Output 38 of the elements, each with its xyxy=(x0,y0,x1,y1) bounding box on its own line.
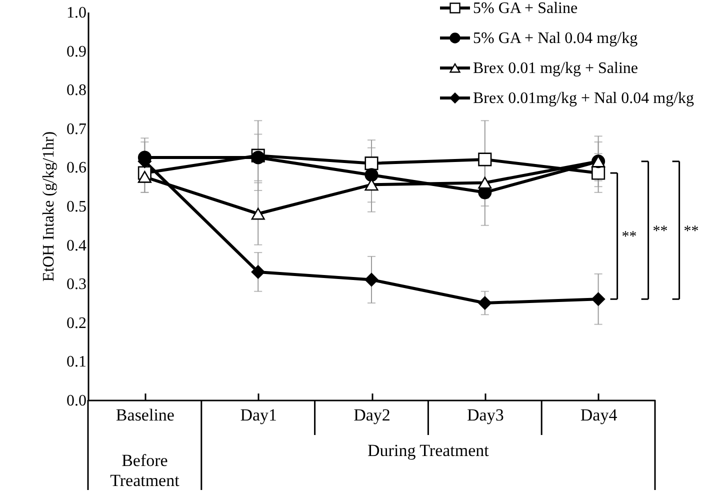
y-tick-label: 0.2 xyxy=(66,314,86,332)
point xyxy=(138,170,152,183)
y-tick-label: 0.8 xyxy=(66,82,86,100)
y-tick-label: 0.4 xyxy=(66,237,86,254)
point xyxy=(364,168,378,182)
annotation: ** xyxy=(652,223,668,240)
y-axis-title: EtOH Intake (g/kg/1hr) xyxy=(40,131,58,282)
legend-label: 5% GA + Saline xyxy=(473,0,578,17)
point xyxy=(364,178,378,191)
point xyxy=(478,152,492,166)
point xyxy=(251,265,265,279)
point xyxy=(592,292,606,306)
y-tick-label: 0.5 xyxy=(66,198,86,216)
point xyxy=(592,166,606,180)
x-tick-label: Day1 xyxy=(240,406,278,424)
y-tick-label: 0.3 xyxy=(66,276,86,294)
point xyxy=(364,156,378,170)
y-tick-label: 0.0 xyxy=(66,392,86,410)
legend-label: Brex 0.01mg/kg + Nal 0.04 mg/kg xyxy=(473,90,694,107)
point xyxy=(478,176,492,189)
text: ** xyxy=(684,223,699,240)
legend-label: 5% GA + Nal 0.04 mg/kg xyxy=(473,30,638,47)
point xyxy=(364,272,378,286)
y-tick-label: 0.7 xyxy=(66,120,86,138)
y-tick-label: 1.0 xyxy=(66,4,86,22)
point xyxy=(478,296,492,310)
y-tick-label: 0.9 xyxy=(66,43,86,60)
text: Before Treatment xyxy=(110,451,180,490)
x-tick-label: Day4 xyxy=(580,406,618,424)
legend-label: Brex 0.01 mg/kg + Saline xyxy=(473,60,638,77)
y-tick-label: 0.6 xyxy=(66,160,86,177)
point xyxy=(251,208,265,220)
x-tick-label: Baseline xyxy=(116,406,174,424)
x-tick-label: Day2 xyxy=(354,406,390,424)
y-tick-label: 0.1 xyxy=(66,354,86,371)
x-tick-label: Day3 xyxy=(466,406,504,424)
text: During Treatment xyxy=(368,441,490,460)
annotation: ** xyxy=(622,229,637,246)
